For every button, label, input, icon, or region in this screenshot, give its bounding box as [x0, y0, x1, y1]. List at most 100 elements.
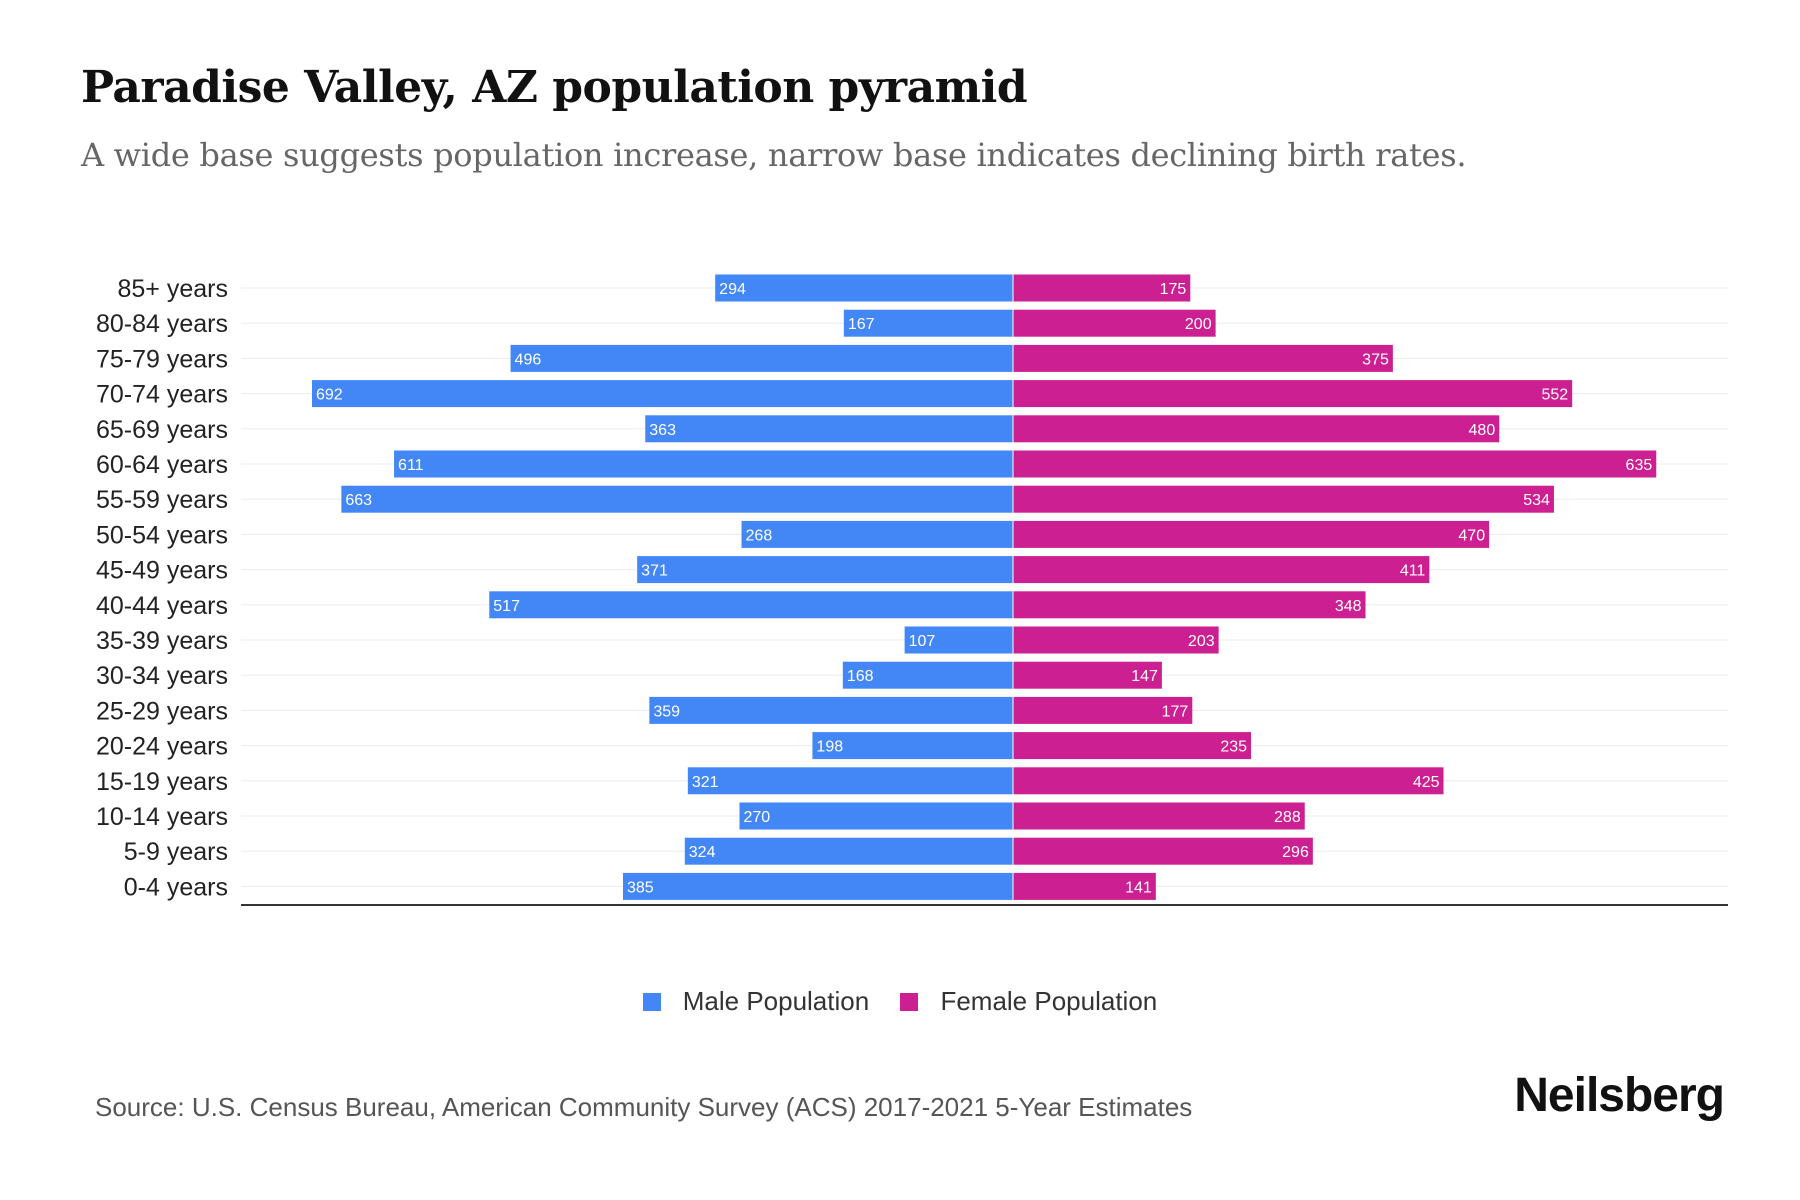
male-bar	[741, 520, 1013, 548]
male-data-label: 167	[848, 316, 875, 333]
female-data-label: 425	[1413, 774, 1440, 791]
male-data-label: 385	[627, 879, 654, 896]
female-bar	[1013, 872, 1156, 900]
category-label: 70-74 years	[96, 381, 228, 409]
category-label: 55-59 years	[96, 486, 228, 514]
male-bar	[637, 556, 1013, 584]
female-data-label: 470	[1458, 527, 1485, 544]
male-bar	[649, 696, 1013, 724]
female-bar	[1013, 380, 1573, 408]
female-bar	[1013, 485, 1554, 513]
male-bar	[394, 450, 1013, 478]
category-label: 30-34 years	[96, 662, 228, 690]
female-bar	[1013, 344, 1393, 372]
male-bar	[715, 274, 1013, 302]
male-bar	[489, 591, 1013, 619]
female-bar	[1013, 450, 1657, 478]
female-bar	[1013, 802, 1305, 830]
male-data-label: 611	[398, 457, 424, 474]
female-data-label: 288	[1274, 809, 1301, 826]
female-bar	[1013, 837, 1313, 865]
legend-item-male[interactable]: Male Population	[642, 986, 869, 1017]
male-bar	[684, 837, 1013, 865]
category-label: 5-9 years	[124, 838, 228, 866]
male-data-label: 496	[515, 351, 542, 368]
source-note: Source: U.S. Census Bureau, American Com…	[95, 1092, 1193, 1122]
male-bar	[842, 661, 1013, 689]
category-label: 0-4 years	[124, 873, 228, 901]
neilsberg-logo: Neilsberg	[1514, 1069, 1725, 1122]
female-data-label: 480	[1469, 422, 1496, 439]
female-data-label: 534	[1523, 492, 1550, 509]
female-bar	[1013, 415, 1500, 443]
female-data-label: 296	[1282, 844, 1309, 861]
male-data-label: 663	[345, 492, 372, 509]
male-bar	[341, 485, 1014, 513]
female-data-label: 348	[1335, 598, 1362, 615]
male-data-label: 324	[689, 844, 716, 861]
male-data-label: 270	[743, 809, 770, 826]
category-label: 50-54 years	[96, 521, 228, 549]
male-bar	[312, 380, 1013, 408]
male-bar	[739, 802, 1013, 830]
female-bar	[1013, 732, 1252, 760]
category-label: 85+ years	[118, 275, 229, 303]
male-bar	[622, 872, 1013, 900]
female-bar	[1013, 626, 1219, 654]
category-label: 25-29 years	[96, 697, 228, 725]
category-label: 45-49 years	[96, 557, 228, 585]
male-data-label: 294	[719, 281, 746, 298]
population-pyramid-chart: 85+ years 294 175 80-84 years 167 200 75-79 ye…	[96, 274, 1728, 906]
female-data-label: 635	[1626, 457, 1653, 474]
male-data-label: 168	[847, 668, 874, 685]
male-data-label: 198	[816, 739, 843, 756]
male-bar	[812, 732, 1013, 760]
female-bar	[1013, 309, 1216, 337]
female-data-label: 375	[1362, 351, 1389, 368]
female-bar	[1013, 274, 1191, 302]
legend: Male Population Female Population	[0, 986, 1800, 1018]
female-bar	[1013, 591, 1366, 619]
legend-swatch-male	[642, 992, 661, 1011]
male-bar	[687, 767, 1013, 795]
category-label: 35-39 years	[96, 627, 228, 655]
category-label: 80-84 years	[96, 310, 228, 338]
legend-swatch-female	[900, 992, 919, 1011]
female-bar	[1013, 520, 1490, 548]
chart-subtitle: A wide base suggests population increase…	[81, 136, 1467, 174]
female-data-label: 177	[1162, 703, 1189, 720]
female-data-label: 175	[1160, 281, 1187, 298]
male-data-label: 359	[653, 703, 680, 720]
female-data-label: 147	[1131, 668, 1158, 685]
female-bar	[1013, 696, 1193, 724]
male-data-label: 321	[692, 774, 719, 791]
category-label: 10-14 years	[96, 803, 228, 831]
female-bar	[1013, 661, 1162, 689]
category-label: 20-24 years	[96, 733, 228, 761]
category-label: 75-79 years	[96, 345, 228, 373]
category-label: 15-19 years	[96, 768, 228, 796]
female-data-label: 411	[1400, 563, 1426, 580]
male-bar	[645, 415, 1013, 443]
chart-title: Paradise Valley, AZ population pyramid	[81, 62, 1028, 113]
female-data-label: 552	[1541, 387, 1568, 404]
category-label: 40-44 years	[96, 592, 228, 620]
female-data-label: 200	[1185, 316, 1212, 333]
female-bar	[1013, 767, 1444, 795]
female-data-label: 203	[1188, 633, 1215, 650]
male-bar	[510, 344, 1013, 372]
legend-item-female[interactable]: Female Population	[900, 986, 1157, 1017]
male-data-label: 517	[493, 598, 520, 615]
female-bar	[1013, 556, 1430, 584]
male-data-label: 371	[641, 563, 668, 580]
male-data-label: 363	[649, 422, 676, 439]
female-data-label: 235	[1220, 739, 1247, 756]
legend-label-female: Female Population	[940, 986, 1158, 1016]
male-data-label: 107	[909, 633, 936, 650]
female-data-label: 141	[1125, 879, 1152, 896]
category-label: 60-64 years	[96, 451, 228, 479]
male-bar	[904, 626, 1013, 654]
male-bar	[843, 309, 1013, 337]
male-data-label: 268	[746, 527, 773, 544]
category-label: 65-69 years	[96, 416, 228, 444]
